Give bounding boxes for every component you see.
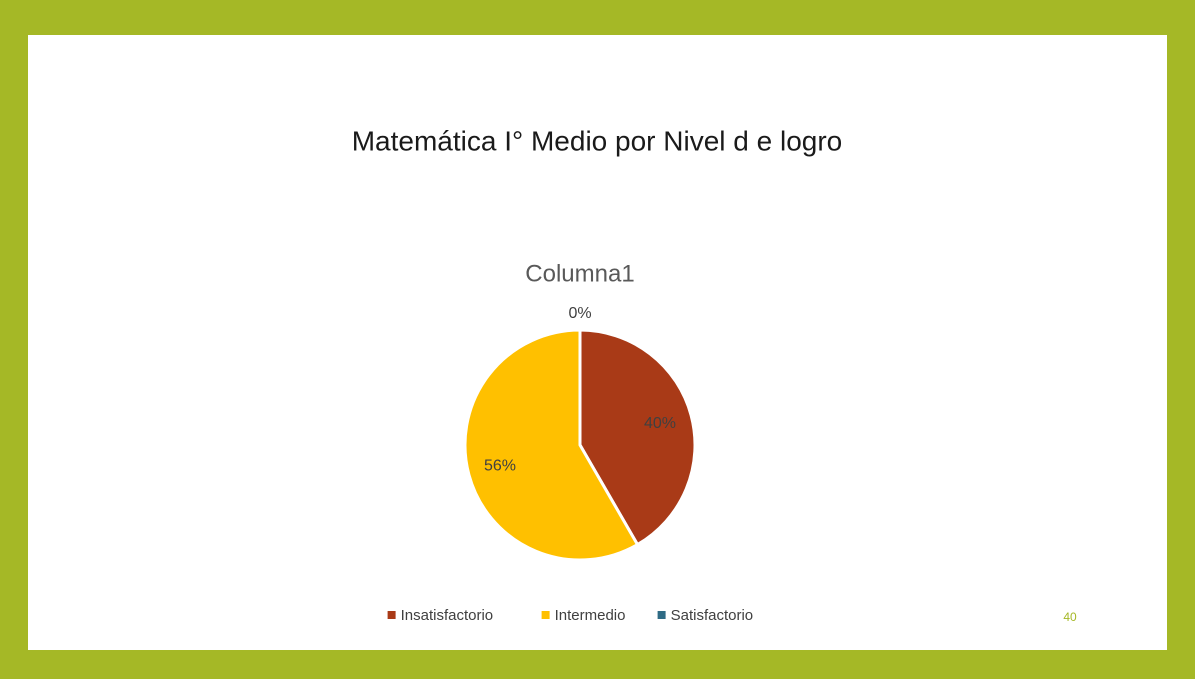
legend-label: Satisfactorio	[671, 607, 754, 624]
legend-swatch	[541, 611, 550, 619]
legend-swatch	[657, 611, 666, 619]
data-label: 40%	[644, 415, 676, 432]
data-label: 0%	[568, 305, 591, 322]
chart-title: Columna1	[525, 260, 634, 287]
legend-label: Intermedio	[555, 607, 626, 624]
pie-slice	[578, 328, 697, 547]
data-label: 56%	[484, 458, 516, 475]
slide-title: Matemática I° Medio por Nivel d e logro	[352, 125, 843, 156]
legend-swatch	[387, 611, 396, 619]
legend-label: Insatisfactorio	[401, 607, 494, 624]
page-number: 40	[1063, 610, 1077, 624]
pie-slice	[463, 328, 640, 562]
